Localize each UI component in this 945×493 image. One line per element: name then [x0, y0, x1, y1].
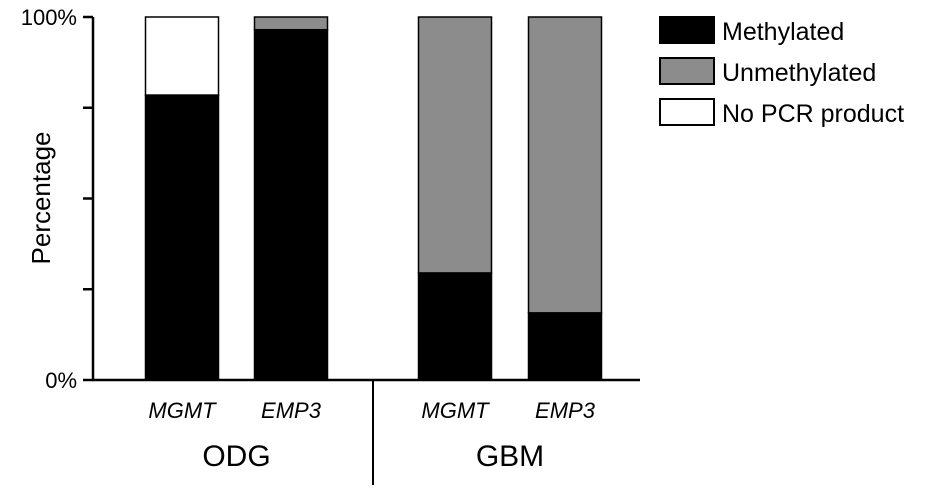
- category-label: EMP3: [535, 398, 596, 423]
- category-label: EMP3: [261, 398, 322, 423]
- category-label: MGMT: [421, 398, 490, 423]
- y-tick-label: 100%: [21, 5, 77, 30]
- labels: MGMT EMP3 MGMT EMP3 ODG GBM: [148, 398, 595, 473]
- bar-segment-unmethylated: [417, 16, 493, 274]
- bar-segment-methylated: [417, 272, 493, 381]
- bars: [144, 16, 603, 381]
- group-label: GBM: [476, 440, 544, 473]
- legend-label: Unmethylated: [722, 59, 876, 87]
- bar-segment-methylated: [527, 312, 603, 381]
- bar-segment-unmethylated: [253, 16, 329, 31]
- group-label: ODG: [202, 440, 270, 473]
- y-axis-title: Percentage: [26, 132, 56, 265]
- category-label: MGMT: [148, 398, 217, 423]
- bar-segment-no-pcr-product: [144, 16, 220, 96]
- bar-segment-methylated: [144, 94, 220, 381]
- legend-label: No PCR product: [722, 100, 904, 128]
- bar-segment-unmethylated: [527, 16, 603, 314]
- legend-label: Methylated: [722, 18, 844, 46]
- bar-segment-methylated: [253, 28, 329, 381]
- legend: Methylated Unmethylated No PCR product: [659, 16, 904, 128]
- legend-swatch: [659, 98, 715, 126]
- y-tick-label: 0%: [45, 368, 77, 393]
- legend-swatch: [659, 16, 715, 44]
- legend-swatch: [659, 57, 715, 85]
